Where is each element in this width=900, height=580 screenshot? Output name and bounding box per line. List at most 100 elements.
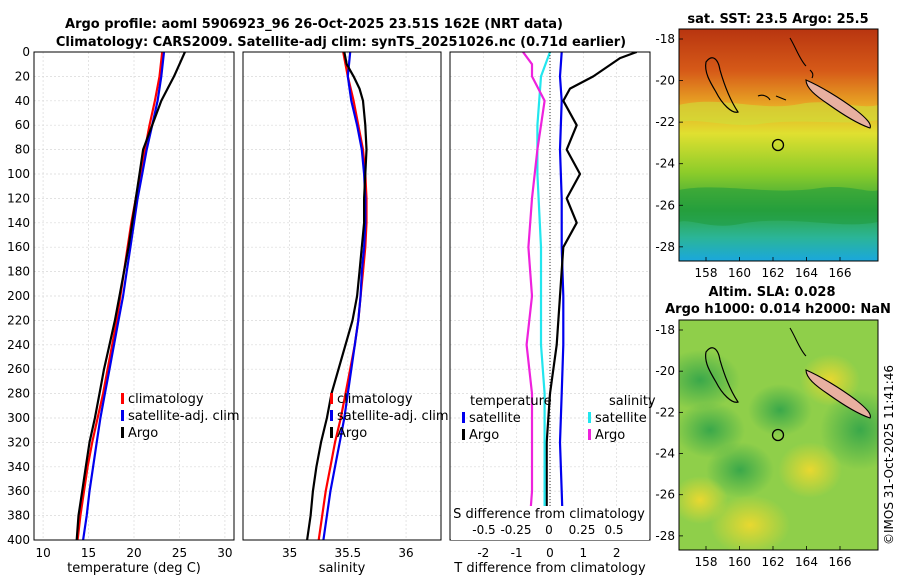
coastline-islands-2 [789, 327, 807, 357]
y-tick-label: 260 [7, 362, 30, 376]
y-tick-label: 180 [7, 265, 30, 279]
legend-label: satellite-adj. clim [128, 409, 240, 424]
series-t-argo [545, 52, 638, 540]
x-tick-label: -1 [511, 546, 523, 560]
s-tick-label: -0.25 [500, 523, 531, 537]
legend-swatch [330, 427, 333, 438]
y-tick-label: 0 [22, 45, 30, 59]
salinity-panel: 35 35.5 36 salinity climatology satellite-adj… [242, 51, 449, 576]
map-y-tick-label: -26 [655, 198, 675, 212]
series-argo [75, 52, 186, 540]
map-x-tick-label: 166 [829, 266, 852, 280]
y-tick-label: 220 [7, 313, 30, 327]
legend-label: satellite-adj. clim [337, 409, 449, 424]
legend-swatch [121, 427, 124, 438]
y-tick-label: 300 [7, 411, 30, 425]
y-tick-label: 280 [7, 387, 30, 401]
y-tick-label: 40 [15, 94, 30, 108]
s-axis-backdrop [451, 506, 649, 540]
map-y-tick-label: -22 [655, 115, 675, 129]
series-satellite-adj-clim [322, 52, 367, 540]
series-group [75, 52, 186, 540]
s-tick-label: -0.5 [472, 523, 495, 537]
legend-swatch [121, 393, 124, 404]
map-y-tick-label: -24 [655, 157, 675, 171]
difference-legend: temperature salinity satellite Argo satellit… [462, 394, 656, 443]
map-y-tick-label: -20 [655, 74, 675, 88]
y-tick-label: 320 [7, 435, 30, 449]
legend-label: satellite [469, 411, 521, 426]
y-tick-label: 160 [7, 240, 30, 254]
sst-map-frame [678, 28, 879, 262]
legend-swatch [462, 412, 465, 423]
y-tick-label: 400 [7, 533, 30, 547]
s-tick-label: 0.5 [604, 523, 623, 537]
map-x-tick-label: 164 [795, 555, 818, 569]
x-tick-label: 35 [282, 546, 297, 560]
map-x-tick-label: 166 [829, 555, 852, 569]
copyright-stamp: ©IMOS 31-Oct-2025 11:41:46 [882, 365, 896, 545]
s-tick-label: 0 [545, 523, 553, 537]
x-tick-label: 0 [546, 546, 554, 560]
legend-title-salinity: salinity [609, 394, 656, 409]
map-y-tick-label: -24 [655, 447, 675, 461]
new-caledonia-2 [805, 369, 871, 419]
new-caledonia [805, 79, 871, 129]
map-y-tick-label: -18 [655, 323, 675, 337]
map-x-tick-label: 160 [728, 266, 751, 280]
x-tick-label: -2 [477, 546, 489, 560]
sla-map-ticks: 158 160 162 164 166 -18 -20 -22 -24 -26 -28 [655, 323, 851, 569]
map-x-tick-label: 162 [762, 555, 785, 569]
difference-panel: -2 -1 0 1 2T difference from climatology temp… [449, 51, 656, 576]
map-x-tick-label: 160 [728, 555, 751, 569]
y-tick-label: 200 [7, 289, 30, 303]
sla-map: Altim. SLA: 0.028 Argo h1000: 0.014 h200… [655, 285, 891, 569]
sst-map: sat. SST: 23.5 Argo: 25.5 158 160 162 164 16… [655, 12, 879, 280]
legend-label: Argo [469, 428, 499, 443]
sla-map-title-2: Argo h1000: 0.014 h2000: NaN [665, 302, 891, 317]
coastline-loyalty [757, 94, 787, 101]
series-s-satellite [536, 52, 552, 540]
legend-swatch [330, 410, 333, 421]
y-tick-label: 360 [7, 484, 30, 498]
y-tick-label: 20 [15, 69, 30, 83]
argo-location-marker [771, 138, 785, 152]
x-tick-label: 10 [35, 546, 50, 560]
coastline-vanuatu-2 [705, 347, 739, 403]
series-group [306, 52, 368, 540]
y-tick-label: 140 [7, 216, 30, 230]
x-tick-label: 20 [126, 546, 141, 560]
sla-map-title-1: Altim. SLA: 0.028 [709, 285, 836, 300]
y-tick-label: 120 [7, 191, 30, 205]
map-x-tick-label: 158 [695, 555, 718, 569]
coastline-islands [789, 37, 814, 79]
y-tick-label: 80 [15, 143, 30, 157]
panel-frame [242, 51, 442, 541]
map-y-tick-label: -18 [655, 32, 675, 46]
map-y-tick-label: -26 [655, 488, 675, 502]
x-tick-label: 36 [398, 546, 413, 560]
x-tick-label: 1 [580, 546, 588, 560]
legend-swatch [121, 410, 124, 421]
y-tick-label: 240 [7, 338, 30, 352]
map-y-tick-label: -22 [655, 405, 675, 419]
x-axis-label: temperature (deg C) [67, 561, 201, 576]
sst-map-ticks: 158 160 162 164 166 -18 -20 -22 -24 -26 -28 [655, 32, 851, 280]
x-axis-label: T difference from climatology [453, 561, 646, 576]
sst-band [679, 101, 878, 125]
s-tick-label: 0.25 [569, 523, 596, 537]
x-tick-label: 35.5 [334, 546, 361, 560]
legend-label: climatology [337, 392, 413, 407]
temperature-panel: 0 20 40 60 80 100 120 140 160 180 200 220 240 260 280 3… [7, 45, 240, 576]
series-group [522, 52, 638, 540]
panel-frame [33, 51, 235, 541]
map-y-tick-label: -28 [655, 529, 675, 543]
map-x-tick-label: 158 [695, 266, 718, 280]
legend-swatch [588, 412, 591, 423]
x-tick-label: 2 [613, 546, 621, 560]
y-tick-label: 340 [7, 460, 30, 474]
argo-location-marker-2 [771, 428, 785, 442]
x-tick-label: 15 [81, 546, 96, 560]
sst-field [679, 29, 878, 261]
